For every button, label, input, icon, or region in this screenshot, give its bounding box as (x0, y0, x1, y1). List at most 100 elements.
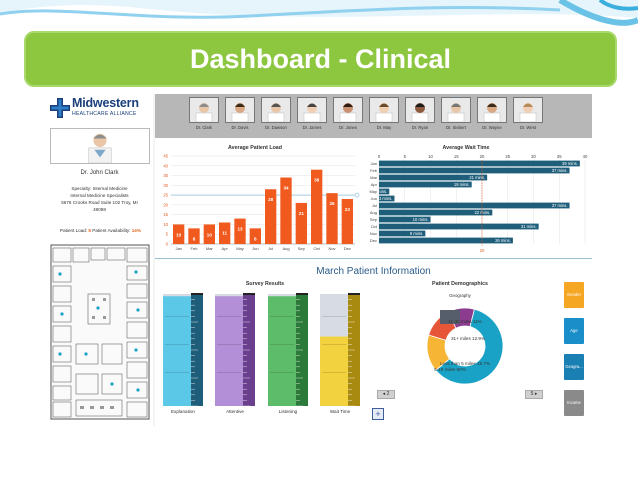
bar-value-label: 8 (193, 236, 196, 241)
survey-column-fill[interactable] (320, 336, 348, 406)
y-tick-label: 15 (163, 212, 168, 217)
filter-button[interactable]: Gender (564, 282, 584, 308)
bar[interactable] (379, 174, 488, 181)
y-tick-label: 0 (166, 242, 169, 247)
physician-name: Dr. May (376, 125, 392, 130)
bar-value-label: 13 (237, 227, 243, 232)
load-label: Patient Load: (60, 228, 88, 233)
person-icon (519, 103, 537, 123)
availability-value: 14% (131, 228, 141, 233)
next-label: 5 (530, 391, 534, 397)
bar[interactable] (311, 169, 323, 244)
physician-card[interactable]: Dr. Dawson (261, 97, 291, 130)
bar[interactable] (280, 177, 292, 244)
physician-card[interactable]: Dr. Wayne (477, 97, 507, 130)
survey-column-fill[interactable] (268, 296, 296, 406)
physician-card[interactable]: Dr. May (369, 97, 399, 130)
y-tick-label: 45 (163, 154, 168, 159)
doctor-panel: Midwestern HEALTHCARE ALLIANCE Dr. John … (46, 94, 153, 426)
physician-photo (441, 97, 471, 123)
bar-value-label: 22 mins. (474, 210, 490, 215)
x-tick-label: 15 (454, 154, 459, 159)
bar[interactable] (341, 199, 353, 244)
bar[interactable] (295, 202, 307, 244)
bar[interactable] (379, 195, 395, 202)
physician-name: Dr. Wayne (482, 125, 502, 130)
survey-cap (296, 293, 308, 295)
prev-button[interactable]: ◂ 2 (377, 390, 395, 399)
bar[interactable] (188, 228, 200, 244)
physician-card[interactable]: Dr. Jones (333, 97, 363, 130)
bar[interactable] (249, 228, 261, 244)
survey-label: Attentive (226, 409, 244, 414)
y-tick-label: Jan (371, 161, 377, 166)
bar[interactable] (379, 216, 431, 223)
person-icon (231, 103, 249, 123)
y-tick-label: Oct (371, 224, 378, 229)
bar[interactable] (203, 224, 215, 244)
survey-label: Explanation (171, 409, 195, 414)
bar[interactable] (379, 230, 426, 237)
bar[interactable] (379, 209, 493, 216)
donut-label: 5-10 miles 60% (434, 367, 466, 372)
bar[interactable] (379, 237, 513, 244)
y-tick-label: Sep (370, 217, 378, 222)
physician-card[interactable]: Dr. Clark (189, 97, 219, 130)
y-tick-label: Apr (371, 182, 378, 187)
next-button[interactable]: 5 ▸ (525, 390, 543, 399)
bar[interactable] (379, 202, 570, 209)
physician-name: Dr. West (520, 125, 536, 130)
physician-photo (225, 97, 255, 123)
floor-plan[interactable] (50, 244, 150, 420)
filter-button[interactable]: Age (564, 318, 584, 344)
patient-load-title: Average Patient Load (228, 145, 282, 151)
survey-label: Listening (279, 409, 298, 414)
bar[interactable] (379, 167, 570, 174)
reference-handle[interactable] (354, 192, 360, 198)
donut-label: Less than 5 miles 15.7% (440, 361, 490, 366)
bar-value-label: 39 mins. (562, 161, 578, 166)
survey-column-fill[interactable] (163, 296, 191, 406)
bar[interactable] (326, 193, 338, 244)
x-tick-label: 40 (583, 154, 588, 159)
physician-card[interactable]: Dr. Siebert (441, 97, 471, 130)
bar[interactable] (379, 188, 390, 195)
bar-value-label: 26 (329, 201, 335, 206)
x-tick-label: 30 (531, 154, 536, 159)
dashboard: Midwestern HEALTHCARE ALLIANCE Dr. John … (46, 94, 592, 426)
survey-title: Survey Results (245, 281, 285, 287)
y-tick-label: Nov (370, 231, 377, 236)
bar-value-label: 37 mins. (552, 168, 568, 173)
bar[interactable] (173, 224, 185, 244)
person-icon (447, 103, 465, 123)
physician-name: Dr. James (302, 125, 322, 130)
x-tick-label: Nov (328, 246, 335, 251)
survey-cap (191, 293, 203, 295)
filter-button[interactable]: Income (564, 390, 584, 416)
physician-card[interactable]: Dr. West (513, 97, 543, 130)
doctor-address-1: 5676 Crooks Road Suite 102 Troy, MI (61, 200, 138, 205)
bar-value-label: 28 (268, 197, 274, 202)
x-tick-label: Sep (298, 246, 306, 251)
filter-button[interactable]: Geogra... (564, 354, 584, 380)
bar[interactable] (265, 189, 277, 244)
bar[interactable] (234, 218, 246, 244)
bar[interactable] (379, 160, 580, 167)
donut-slice[interactable] (435, 308, 504, 385)
physician-card[interactable]: Dr. James (297, 97, 327, 130)
physician-card[interactable]: Dr. Ryan (405, 97, 435, 130)
add-button[interactable]: + (372, 408, 384, 420)
y-tick-label: Jul (372, 203, 377, 208)
x-tick-label: Jul (268, 246, 273, 251)
bar[interactable] (219, 222, 231, 244)
demographics-donut: 11-30 miles 11% 31+ miles 12.9% Less than … (426, 307, 504, 385)
y-tick-label: Aug (370, 210, 377, 215)
survey-chart: Explanation Attentive Listening Wait Time (163, 293, 360, 414)
x-tick-label: 0 (378, 154, 381, 159)
bar[interactable] (379, 223, 539, 230)
survey-column-fill[interactable] (215, 296, 243, 406)
bar[interactable] (379, 181, 472, 188)
physician-name: Dr. Davis (231, 125, 249, 130)
physician-card[interactable]: Dr. Davis (225, 97, 255, 130)
person-icon (303, 103, 321, 123)
